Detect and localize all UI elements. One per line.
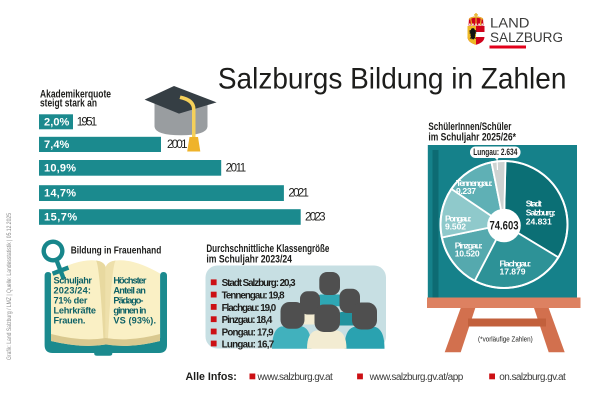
svg-text:2021: 2021 — [288, 188, 309, 200]
svg-text:Anteil an: Anteil an — [113, 286, 146, 296]
svg-text:Grafik: Land Salzburg / LMZ |: Grafik: Land Salzburg / LMZ | Quelle: La… — [6, 213, 13, 360]
svg-text:Stadt: Stadt — [526, 199, 542, 209]
svg-text:steigt stark an: steigt stark an — [40, 98, 97, 110]
svg-text:9.502: 9.502 — [445, 222, 466, 232]
svg-text:Schuljahr: Schuljahr — [54, 276, 93, 286]
svg-text:(*vorläufige Zahlen): (*vorläufige Zahlen) — [478, 335, 533, 344]
svg-text:Durchschnittliche Klassengröße: Durchschnittliche Klassengröße — [206, 243, 329, 255]
svg-text:Frauen.: Frauen. — [54, 316, 86, 326]
svg-text:10,9%: 10,9% — [44, 162, 76, 174]
svg-text:74.603: 74.603 — [490, 221, 519, 233]
svg-text:Tennengau:: Tennengau: — [456, 178, 493, 188]
svg-text:2023: 2023 — [305, 212, 326, 224]
svg-text:2,0%: 2,0% — [44, 116, 70, 128]
svg-text:14,7%: 14,7% — [44, 188, 76, 200]
svg-text:im Schuljahr 2025/26*: im Schuljahr 2025/26* — [428, 131, 516, 143]
svg-text:SchülerInnen/Schüler: SchülerInnen/Schüler — [428, 121, 511, 133]
svg-text:7,4%: 7,4% — [44, 139, 70, 151]
svg-text:Bildung in Frauenhand: Bildung in Frauenhand — [71, 245, 162, 257]
svg-text:Pädago-: Pädago- — [113, 296, 143, 306]
svg-text:Höchster: Höchster — [113, 276, 146, 286]
svg-text:Stadt Salzburg: 20,3: Stadt Salzburg: 20,3 — [222, 278, 297, 289]
svg-text:Pongau:: Pongau: — [445, 214, 472, 224]
svg-text:Flachgau:: Flachgau: — [500, 259, 532, 269]
svg-text:Alle Infos:: Alle Infos: — [186, 371, 237, 383]
svg-text:Pinzgau:: Pinzgau: — [455, 241, 483, 251]
svg-text:ginnen in: ginnen in — [113, 306, 146, 316]
svg-text:10.520: 10.520 — [455, 249, 480, 259]
svg-text:Lungau: 2.634: Lungau: 2.634 — [473, 147, 517, 157]
svg-text:Lungau: 16,7: Lungau: 16,7 — [222, 339, 275, 350]
svg-text:Flachgau: 19,0: Flachgau: 19,0 — [222, 303, 277, 314]
svg-text:Tennengau: 19,8: Tennengau: 19,8 — [222, 291, 286, 302]
svg-text:2001: 2001 — [167, 139, 188, 151]
svg-text:9.237: 9.237 — [456, 186, 476, 196]
svg-text:1951: 1951 — [77, 116, 98, 128]
svg-text:Pongau: 17,9: Pongau: 17,9 — [222, 327, 275, 338]
svg-text:Akademikerquote: Akademikerquote — [40, 88, 111, 100]
svg-text:www.salzburg.gv.at/app: www.salzburg.gv.at/app — [369, 372, 464, 383]
svg-text:VS (93%).: VS (93%). — [113, 316, 156, 326]
svg-text:www.salzburg.gv.at: www.salzburg.gv.at — [257, 372, 334, 383]
svg-text:24.831: 24.831 — [526, 216, 552, 226]
svg-text:15,7%: 15,7% — [44, 212, 77, 224]
svg-text:LAND: LAND — [490, 16, 530, 32]
svg-text:on.salzburg.gv.at: on.salzburg.gv.at — [499, 372, 566, 383]
svg-text:Salzburg:: Salzburg: — [526, 208, 556, 218]
svg-text:Pinzgau: 18,4: Pinzgau: 18,4 — [222, 315, 273, 326]
svg-text:71% der: 71% der — [54, 296, 88, 306]
svg-text:2023/24:: 2023/24: — [54, 286, 91, 296]
svg-text:SALZBURG: SALZBURG — [490, 30, 563, 46]
svg-text:Lehrkräfte: Lehrkräfte — [54, 306, 97, 316]
svg-text:17.879: 17.879 — [500, 267, 526, 277]
svg-text:Salzburgs Bildung in Zahlen: Salzburgs Bildung in Zahlen — [218, 62, 567, 95]
svg-text:2011: 2011 — [226, 162, 247, 174]
svg-text:im Schuljahr 2023/24: im Schuljahr 2023/24 — [206, 253, 292, 265]
